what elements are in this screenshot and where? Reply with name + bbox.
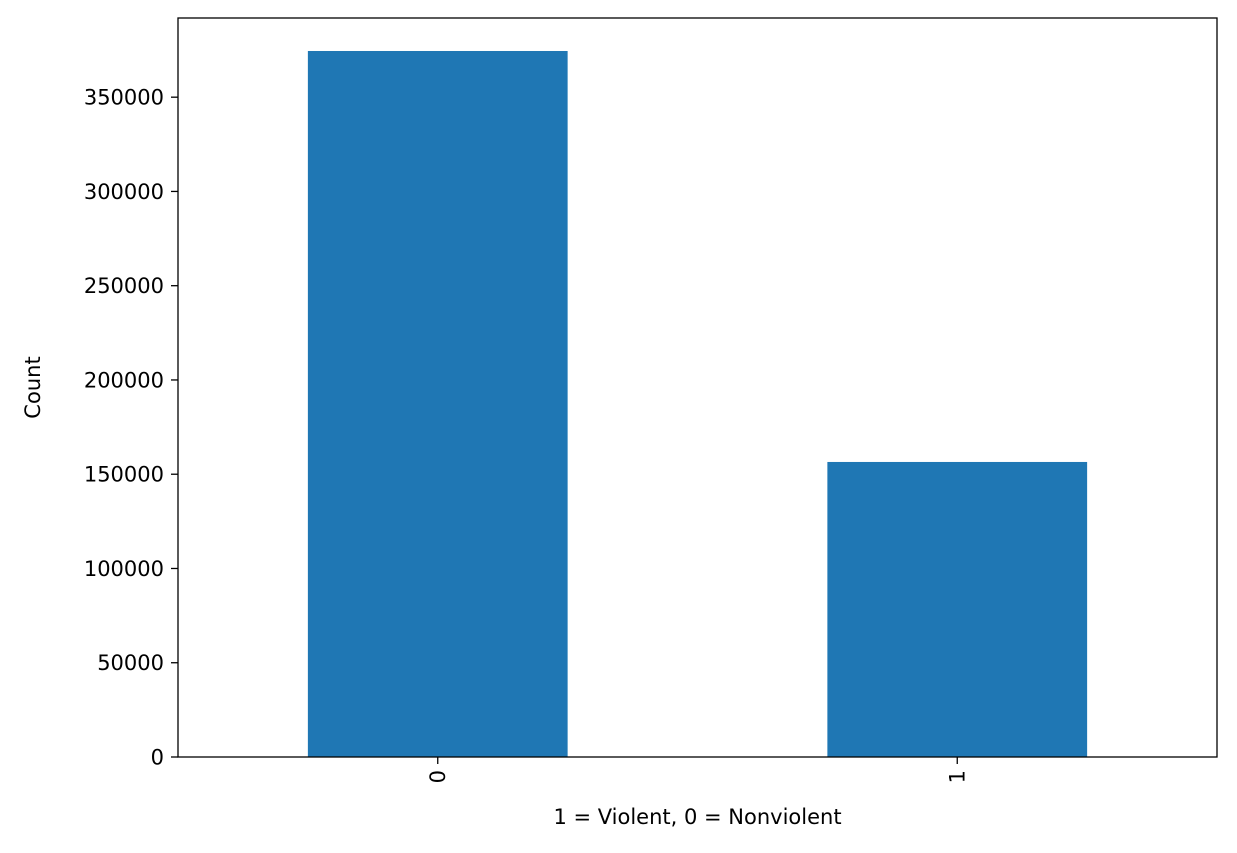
y-tick-label: 200000 — [84, 368, 164, 392]
x-tick-label: 0 — [426, 770, 450, 783]
y-tick-label: 150000 — [84, 463, 164, 487]
y-tick-label: 250000 — [84, 274, 164, 298]
bar-0 — [307, 50, 568, 757]
y-tick-label: 350000 — [84, 86, 164, 110]
x-tick-label: 1 — [945, 770, 969, 783]
bar-1 — [827, 461, 1088, 757]
x-axis-label: 1 = Violent, 0 = Nonviolent — [553, 805, 841, 829]
y-tick-label: 300000 — [84, 180, 164, 204]
y-axis-label: Count — [21, 356, 45, 418]
plot-frame — [177, 17, 1218, 758]
bars-layer — [307, 50, 1088, 757]
y-tick-label: 100000 — [84, 557, 164, 581]
y-tick-label: 50000 — [97, 651, 164, 675]
y-tick-label: 0 — [151, 746, 164, 770]
y-axis: 0 50000 100000 150000 200000 250000 300000 3500… — [84, 86, 178, 770]
